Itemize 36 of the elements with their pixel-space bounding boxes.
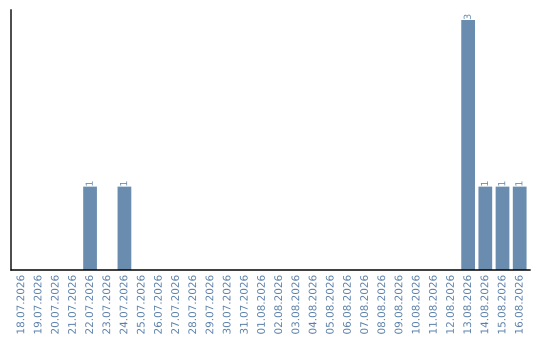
x-tick-label: 04.08.2026 [308, 276, 316, 334]
x-tick-label: 23.07.2026 [102, 276, 110, 334]
x-tick-label: 22.07.2026 [85, 276, 94, 334]
x-tick-label: 18.07.2026 [16, 276, 24, 334]
x-tick-label: 01.08.2026 [257, 276, 265, 334]
x-tick-label: 20.07.2026 [50, 276, 59, 334]
x-tick-label: 09.08.2026 [394, 276, 402, 334]
x-tick-label: 07.08.2026 [360, 276, 368, 334]
x-tick-label: 25.07.2026 [136, 276, 145, 334]
x-tick-label: 13.08.2026 [463, 276, 472, 334]
data-label: 1 [480, 181, 488, 186]
data-label: 1 [120, 181, 128, 186]
data-label: 1 [515, 181, 522, 186]
x-tick-label: 06.08.2026 [342, 276, 351, 334]
x-tick-label: 29.07.2026 [205, 276, 214, 334]
x-tick-label: 26.07.2026 [154, 276, 162, 334]
x-tick-label: 28.07.2026 [188, 276, 196, 334]
x-tick-label: 16.08.2026 [514, 276, 523, 334]
data-label: 3 [464, 14, 471, 20]
x-tick-label: 31.07.2026 [240, 276, 248, 334]
x-tick-label: 24.07.2026 [120, 276, 128, 334]
data-label: 1 [86, 181, 93, 186]
x-tick-label: 02.08.2026 [274, 276, 282, 334]
x-tick-label: 21.07.2026 [68, 276, 76, 334]
x-tick-label: 30.07.2026 [222, 276, 231, 334]
x-tick-label: 15.08.2026 [498, 276, 506, 334]
x-tick-label: 10.08.2026 [412, 276, 420, 334]
x-tick-label: 08.08.2026 [377, 276, 386, 334]
x-tick-label: 27.07.2026 [171, 276, 180, 334]
x-tick-label: 12.08.2026 [446, 276, 454, 334]
data-label: 1 [498, 181, 506, 186]
x-tick-label: 19.07.2026 [34, 276, 42, 334]
x-tick-label: 03.08.2026 [291, 276, 300, 334]
x-tick-label: 11.08.2026 [428, 276, 437, 334]
x-tick-label: 05.08.2026 [326, 276, 334, 334]
x-tick-label: 14.08.2026 [480, 276, 488, 334]
